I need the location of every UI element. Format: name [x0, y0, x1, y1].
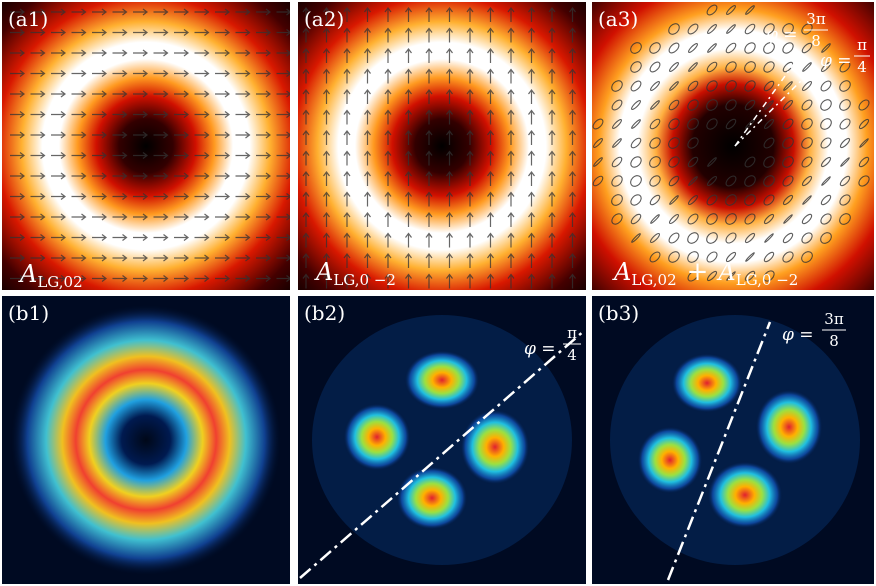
- panel-label: (a3): [598, 7, 638, 31]
- subscript: LG,02: [631, 271, 676, 289]
- page-body: (a1) (a2) (a3) (b1) (b2) (b3) ALG,02 ALG…: [0, 0, 876, 586]
- subscript: LG,0 −2: [736, 271, 799, 289]
- lobe: [396, 466, 468, 530]
- lobe: [707, 461, 783, 529]
- lobe: [460, 409, 530, 485]
- intensity-map: [2, 2, 290, 290]
- ring-pattern: [11, 305, 281, 575]
- operator: +: [687, 257, 709, 287]
- field: A: [314, 258, 333, 286]
- panel-label: (b3): [598, 301, 639, 325]
- page: {"panels":[ {"label":"(a1)","field":"A",…: [0, 0, 876, 586]
- denominator: 8: [829, 332, 839, 350]
- denominator: 4: [567, 346, 577, 364]
- angle-symbol: φ =: [782, 325, 814, 345]
- intensity-map: [592, 2, 874, 290]
- angle-symbol: φ =: [820, 51, 852, 71]
- denominator: 8: [811, 32, 821, 50]
- panel-label: (a2): [304, 7, 344, 31]
- lobe: [343, 403, 411, 471]
- field: A: [18, 260, 37, 288]
- panel-label: (b1): [8, 301, 49, 325]
- lobe: [404, 350, 480, 410]
- numerator: 3π: [824, 310, 844, 328]
- subscript: LG,02: [37, 273, 82, 291]
- numerator: π: [857, 36, 867, 54]
- figure: (a1) (a2) (a3) (b1) (b2) (b3) ALG,02 ALG…: [0, 0, 876, 586]
- numerator: π: [567, 324, 577, 342]
- denominator: 4: [857, 58, 867, 76]
- panel-label: (b2): [304, 301, 345, 325]
- lobe: [637, 426, 703, 494]
- subscript: LG,0 −2: [333, 271, 396, 289]
- angle-symbol: φ =: [524, 339, 556, 359]
- field: A: [612, 258, 631, 286]
- field: A: [716, 258, 735, 286]
- panel-label: (a1): [8, 7, 48, 31]
- numerator: 3π: [806, 10, 826, 28]
- intensity-map: [298, 2, 586, 290]
- lobe: [671, 353, 743, 413]
- lobe: [755, 389, 823, 465]
- angle-symbol: φ =: [766, 25, 798, 45]
